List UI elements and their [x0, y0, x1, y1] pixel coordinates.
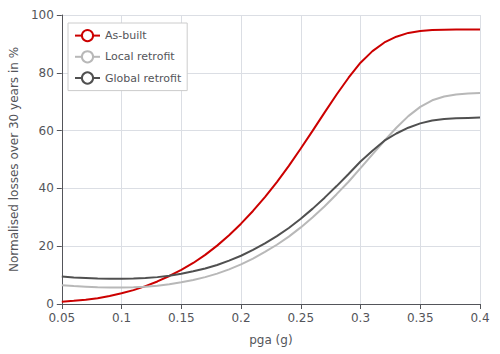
svg-text:100: 100 [31, 8, 54, 22]
svg-text:0.05: 0.05 [48, 311, 75, 325]
svg-text:pga (g): pga (g) [249, 333, 292, 347]
svg-text:0.3: 0.3 [351, 311, 370, 325]
svg-text:As-built: As-built [105, 29, 147, 42]
svg-text:0.15: 0.15 [168, 311, 195, 325]
svg-text:0: 0 [46, 297, 54, 311]
svg-text:0.25: 0.25 [287, 311, 314, 325]
svg-text:Local retrofit: Local retrofit [105, 50, 175, 63]
svg-text:0.2: 0.2 [231, 311, 250, 325]
svg-text:60: 60 [39, 124, 54, 138]
svg-text:0.35: 0.35 [407, 311, 434, 325]
svg-text:Normalised losses over 30 year: Normalised losses over 30 years in % [7, 47, 21, 272]
svg-text:0.4: 0.4 [470, 311, 489, 325]
svg-text:40: 40 [39, 181, 54, 195]
svg-text:Global retrofit: Global retrofit [105, 72, 182, 85]
svg-text:20: 20 [39, 239, 54, 253]
svg-text:80: 80 [39, 66, 54, 80]
svg-text:0.1: 0.1 [112, 311, 131, 325]
